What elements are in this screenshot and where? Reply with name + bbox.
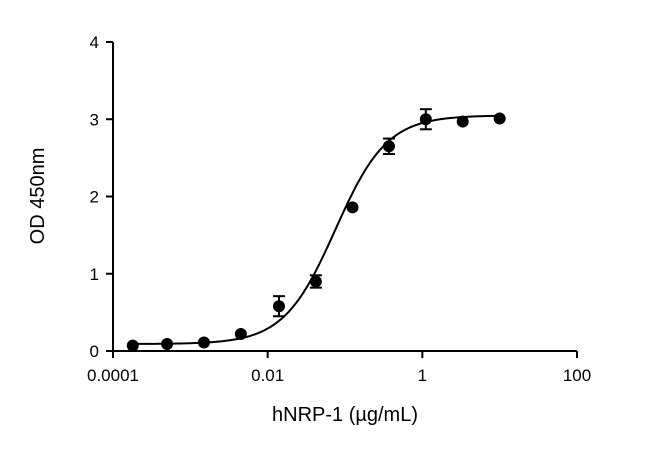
data-point [197,336,210,349]
fit-curve [132,114,500,345]
axes [112,42,577,352]
data-point [419,113,432,126]
x-tick-label: 100 [563,366,591,385]
data-point [234,328,247,341]
x-tick-label: 1 [418,366,427,385]
data-point [382,140,395,153]
y-tick-label: 3 [90,110,99,129]
y-tick-label: 1 [90,265,99,284]
ticks: 0.0001 0.01 1 100 0 1 2 3 4 [87,33,591,385]
y-tick-label: 2 [90,188,99,207]
data-point [161,338,174,351]
data-point [456,115,469,128]
data-point [309,275,322,288]
data-points [126,112,506,352]
fit-curve-group [132,114,500,345]
x-tick-label: 0.0001 [87,366,139,385]
x-axis-label: hNRP-1 (µg/mL) [272,404,418,426]
y-tick-label: 0 [90,342,99,361]
data-point [493,112,506,125]
x-tick-label: 0.01 [251,366,284,385]
y-axis-label: OD 450nm [27,148,49,245]
data-point [272,300,285,313]
y-tick-label: 4 [90,33,99,52]
data-point [126,339,139,352]
data-point [346,201,359,214]
